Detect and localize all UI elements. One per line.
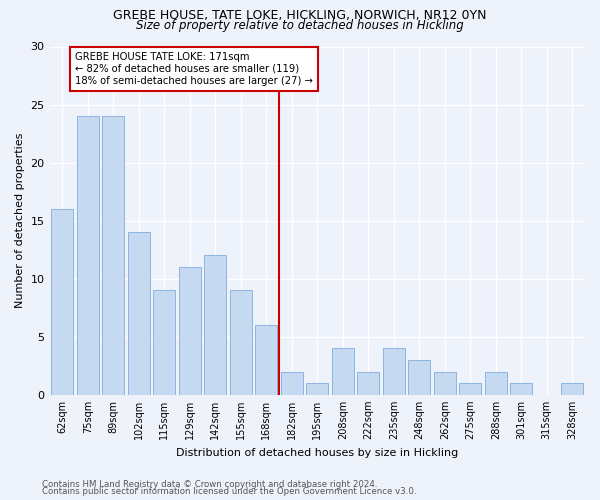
Bar bbox=[230, 290, 251, 395]
Bar bbox=[103, 116, 124, 395]
Bar bbox=[409, 360, 430, 395]
Bar bbox=[434, 372, 455, 395]
Bar bbox=[179, 267, 200, 395]
Bar bbox=[383, 348, 404, 395]
Bar bbox=[205, 256, 226, 395]
Bar bbox=[128, 232, 149, 395]
Y-axis label: Number of detached properties: Number of detached properties bbox=[15, 133, 25, 308]
Text: Contains HM Land Registry data © Crown copyright and database right 2024.: Contains HM Land Registry data © Crown c… bbox=[42, 480, 377, 489]
Bar bbox=[485, 372, 506, 395]
Text: GREBE HOUSE, TATE LOKE, HICKLING, NORWICH, NR12 0YN: GREBE HOUSE, TATE LOKE, HICKLING, NORWIC… bbox=[113, 9, 487, 22]
Bar bbox=[307, 383, 328, 395]
Text: Contains public sector information licensed under the Open Government Licence v3: Contains public sector information licen… bbox=[42, 487, 416, 496]
Bar bbox=[256, 325, 277, 395]
Bar bbox=[281, 372, 302, 395]
Bar bbox=[77, 116, 98, 395]
Text: GREBE HOUSE TATE LOKE: 171sqm
← 82% of detached houses are smaller (119)
18% of : GREBE HOUSE TATE LOKE: 171sqm ← 82% of d… bbox=[75, 52, 313, 86]
Bar bbox=[52, 209, 73, 395]
Bar bbox=[511, 383, 532, 395]
Bar bbox=[154, 290, 175, 395]
X-axis label: Distribution of detached houses by size in Hickling: Distribution of detached houses by size … bbox=[176, 448, 458, 458]
Bar bbox=[358, 372, 379, 395]
Text: Size of property relative to detached houses in Hickling: Size of property relative to detached ho… bbox=[136, 19, 464, 32]
Bar bbox=[460, 383, 481, 395]
Bar bbox=[332, 348, 353, 395]
Bar bbox=[562, 383, 583, 395]
